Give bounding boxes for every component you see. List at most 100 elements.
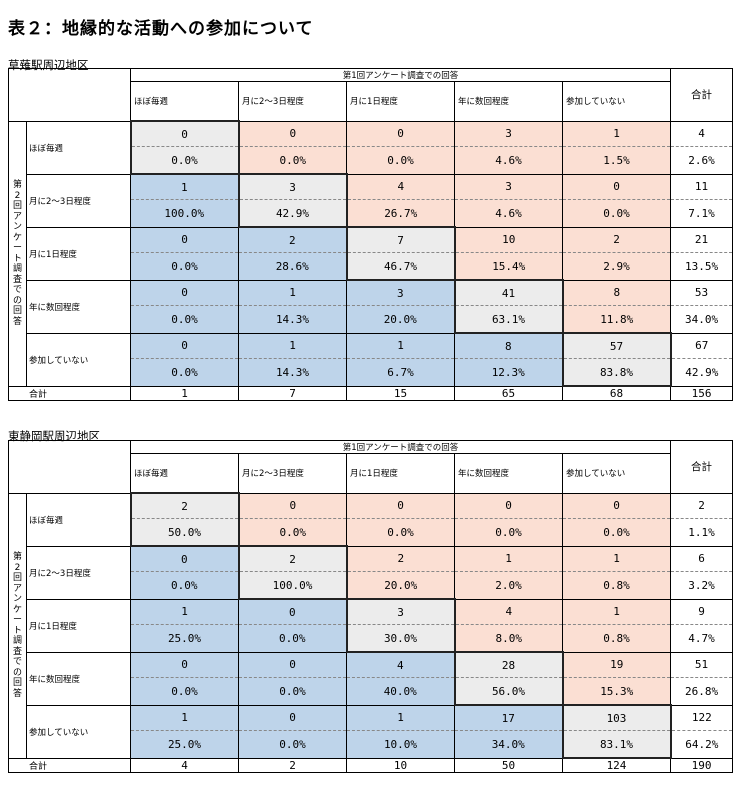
- row-label: 年に数回程度: [26, 279, 131, 334]
- column-group-header: 第1回アンケート調査での回答: [129, 440, 672, 454]
- percent-cell: 0.0%: [346, 146, 455, 175]
- count-cell: 10: [454, 226, 563, 253]
- percent-cell: 56.0%: [453, 677, 564, 706]
- percent-cell: 20.0%: [346, 571, 455, 600]
- row-group-label-char: ア: [12, 211, 22, 222]
- count-cell: 0: [129, 120, 240, 147]
- row-total-percent: 1.1%: [670, 518, 734, 547]
- column-total: 50: [454, 757, 563, 773]
- row-group-label-char: 2: [14, 562, 21, 573]
- percent-cell: 4.6%: [454, 199, 563, 228]
- row-group-label-char: 調: [12, 636, 22, 646]
- row-group-label-char: ア: [12, 583, 22, 594]
- section-title: 東静岡駅周辺地区: [8, 429, 100, 443]
- row-total-count: 21: [670, 226, 734, 253]
- count-cell: 3: [345, 598, 456, 625]
- percent-cell: 11.8%: [561, 305, 672, 334]
- column-header: 月に1日程度: [346, 81, 455, 122]
- row-group-label-char: ー: [12, 615, 22, 625]
- percent-cell: 8.0%: [454, 624, 563, 653]
- row-total-count: 122: [670, 704, 734, 731]
- row-total-count: 51: [670, 651, 734, 678]
- row-total-count: 67: [670, 332, 734, 359]
- percent-cell: 25.0%: [130, 624, 239, 653]
- percent-cell: 2.0%: [454, 571, 563, 600]
- row-total-percent: 3.2%: [670, 571, 734, 600]
- row-label: 月に1日程度: [26, 598, 131, 653]
- count-cell: 17: [454, 704, 563, 731]
- row-total-count: 11: [670, 173, 734, 200]
- count-cell: 3: [346, 279, 455, 306]
- row-total-count: 4: [670, 120, 734, 147]
- column-total: 15: [346, 385, 455, 401]
- column-header: 年に数回程度: [454, 453, 563, 494]
- row-total-percent: 64.2%: [670, 730, 734, 759]
- percent-cell: 0.0%: [238, 146, 347, 175]
- row-label: 年に数回程度: [26, 651, 131, 706]
- row-total-count: 6: [670, 545, 734, 572]
- row-group-label-char: ト: [12, 625, 22, 636]
- column-header: ほぼ毎週: [130, 453, 239, 494]
- count-cell: 4: [346, 173, 455, 200]
- row-group-label-char: の: [12, 295, 22, 306]
- count-cell: 8: [454, 332, 563, 359]
- count-cell: 0: [561, 492, 672, 519]
- percent-cell: 83.8%: [561, 358, 672, 387]
- row-total-percent: 7.1%: [670, 199, 734, 228]
- row-total-percent: 26.8%: [670, 677, 734, 706]
- column-header: 月に2～3日程度: [238, 453, 347, 494]
- count-cell: 0: [130, 545, 239, 572]
- total-header: 合計: [670, 68, 734, 122]
- percent-cell: 25.0%: [130, 730, 239, 759]
- column-total: 2: [238, 757, 347, 773]
- grand-total: 156: [670, 385, 734, 401]
- count-cell: 41: [453, 279, 564, 306]
- count-cell: 0: [346, 120, 455, 147]
- percent-cell: 0.8%: [561, 571, 672, 600]
- count-cell: 0: [346, 492, 455, 519]
- count-cell: 1: [561, 120, 672, 147]
- column-header: 参加していない: [561, 453, 672, 494]
- row-total-percent: 34.0%: [670, 305, 734, 334]
- percent-cell: 0.0%: [129, 146, 240, 175]
- total-header: 合計: [670, 440, 734, 494]
- count-cell: 1: [238, 279, 347, 306]
- column-total: 10: [346, 757, 455, 773]
- count-cell: 4: [454, 598, 563, 625]
- percent-cell: 28.6%: [238, 252, 347, 281]
- count-cell: 3: [237, 173, 348, 200]
- count-cell: 103: [561, 704, 672, 731]
- count-cell: 0: [238, 492, 347, 519]
- percent-cell: 0.0%: [130, 571, 239, 600]
- row-group-label-char: ト: [12, 253, 22, 264]
- percent-cell: 0.0%: [130, 252, 239, 281]
- corner-cell: [8, 68, 131, 122]
- percent-cell: 46.7%: [345, 252, 456, 281]
- sum-row-label: 合計: [8, 757, 131, 773]
- percent-cell: 2.9%: [561, 252, 672, 281]
- percent-cell: 0.0%: [238, 518, 347, 547]
- column-header: 年に数回程度: [454, 81, 563, 122]
- percent-cell: 50.0%: [129, 518, 240, 547]
- row-total-percent: 42.9%: [670, 358, 734, 387]
- row-total-percent: 13.5%: [670, 252, 734, 281]
- count-cell: 19: [561, 651, 672, 678]
- row-group-label-char: 査: [12, 646, 22, 657]
- row-group-label-char: ケ: [12, 604, 22, 615]
- row-label: 参加していない: [26, 332, 131, 387]
- count-cell: 0: [130, 279, 239, 306]
- crosstab-table: 第1回アンケート調査での回答 合計 ほぼ毎週 月に2～3日程度 月に1日程度 年に数回程度…: [8, 68, 734, 401]
- row-group-label-char: の: [12, 667, 22, 678]
- column-total: 4: [130, 757, 239, 773]
- row-group-label-char: で: [12, 657, 22, 667]
- column-header: 月に1日程度: [346, 453, 455, 494]
- count-cell: 0: [130, 332, 239, 359]
- crosstab-table: 第1回アンケート調査での回答 合計 ほぼ毎週 月に2～3日程度 月に1日程度 年に数回程度…: [8, 440, 734, 773]
- percent-cell: 0.0%: [238, 677, 347, 706]
- percent-cell: 0.0%: [561, 518, 672, 547]
- percent-cell: 0.0%: [454, 518, 563, 547]
- percent-cell: 0.0%: [346, 518, 455, 547]
- percent-cell: 0.0%: [130, 305, 239, 334]
- column-total: 68: [561, 385, 672, 401]
